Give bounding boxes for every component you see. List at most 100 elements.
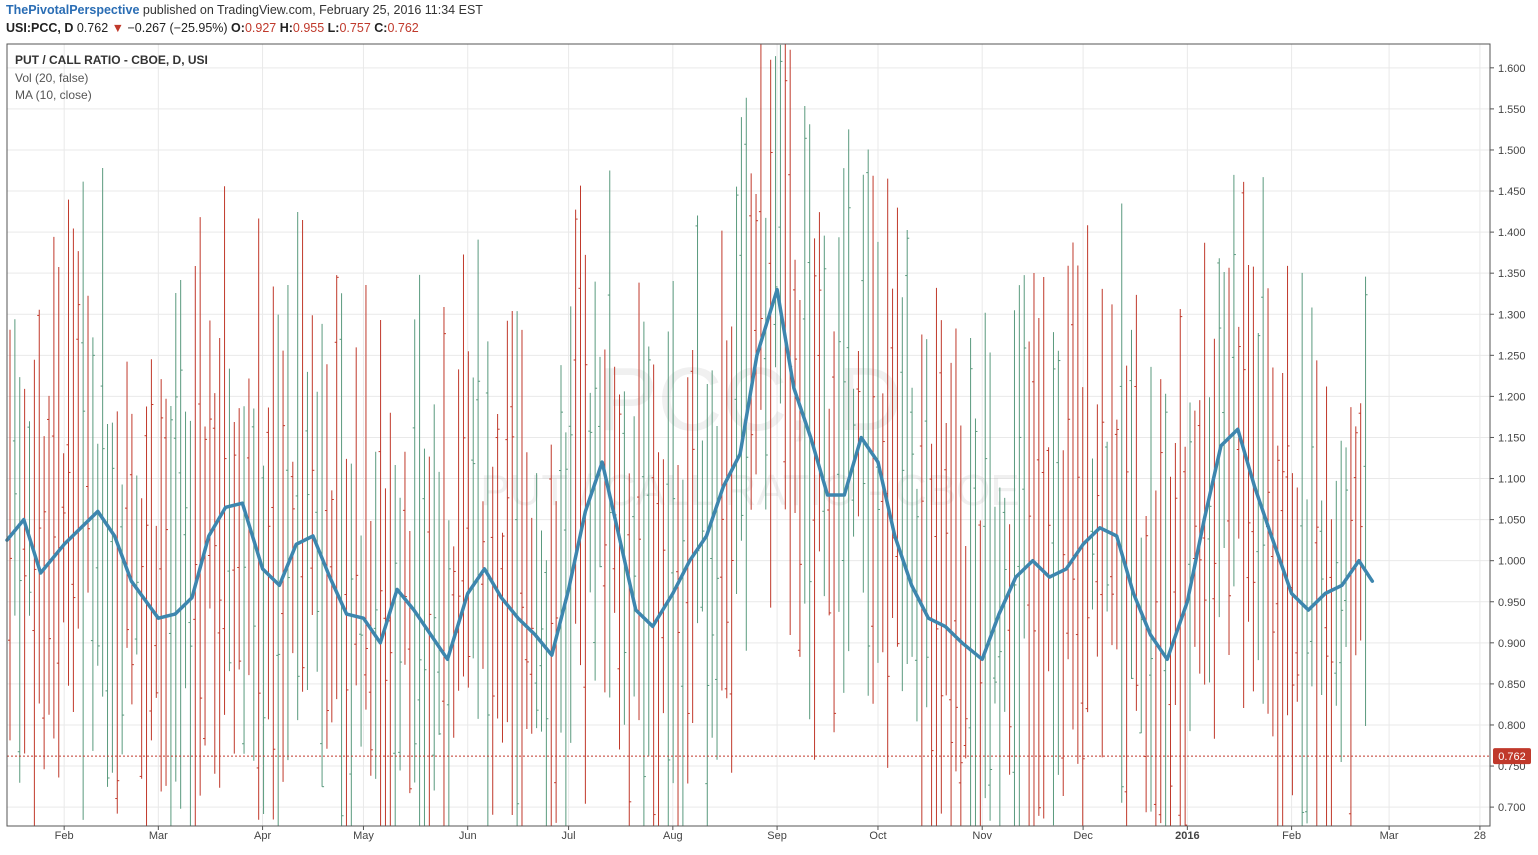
y-tick-label: 1.050	[1498, 515, 1526, 527]
ohlc-bar	[632, 416, 637, 697]
ohlc-bar	[1109, 304, 1114, 646]
ohlc-bar	[212, 393, 217, 774]
ohlc-bar	[1178, 309, 1183, 826]
ohlc-bar	[437, 471, 442, 735]
ohlc-bar	[734, 186, 739, 594]
ohlc-bar	[17, 377, 22, 783]
ohlc-bar	[598, 356, 603, 568]
ohlc-bar	[807, 124, 812, 720]
ohlc-bar	[685, 377, 690, 784]
high-label: H:	[279, 21, 293, 35]
ohlc-bar	[1192, 410, 1197, 647]
ohlc-bar	[324, 364, 329, 749]
x-tick-label: Aug	[663, 830, 683, 842]
ohlc-bar	[754, 194, 759, 475]
x-tick-label: Feb	[55, 830, 74, 842]
legend-ma[interactable]: MA (10, close)	[15, 88, 92, 102]
author-link[interactable]: ThePivotalPerspective	[6, 3, 140, 17]
ohlc-bar	[1334, 480, 1339, 706]
y-tick-label: 0.700	[1498, 802, 1526, 814]
ohlc-bar	[1290, 473, 1295, 796]
ohlc-header: USI:PCC, D 0.762 ▼ −0.267 (−25.95%) O:0.…	[6, 21, 419, 39]
ohlc-bar	[432, 404, 437, 791]
open-value: 0.927	[244, 21, 277, 35]
ohlc-bar	[139, 498, 144, 779]
last-price-tag-text: 0.762	[1498, 751, 1526, 763]
ohlc-bar	[1105, 441, 1110, 612]
ohlc-bar	[871, 175, 876, 704]
ohlc-bar	[446, 520, 451, 826]
ohlc-bar	[193, 266, 198, 826]
ohlc-bar	[1149, 366, 1154, 812]
ohlc-bar	[1217, 258, 1222, 618]
ohlc-bar	[856, 351, 861, 517]
ohlc-bar	[627, 473, 632, 826]
ohlc-bar	[300, 220, 305, 692]
change-value: −0.267 (−25.95%)	[127, 21, 228, 35]
close-value: 0.762	[387, 21, 419, 35]
ohlc-bar	[1261, 177, 1266, 704]
ohlc-bar	[583, 254, 588, 804]
ohlc-bar	[232, 422, 237, 754]
ohlc-bar	[1295, 487, 1300, 702]
ohlc-bar	[817, 212, 822, 552]
ohlc-bar	[217, 338, 222, 788]
ohlc-bar	[890, 288, 895, 619]
ohlc-bar	[568, 306, 573, 743]
ohlc-bar	[783, 44, 788, 510]
ohlc-bar	[763, 217, 768, 510]
y-tick-label: 1.400	[1498, 227, 1526, 239]
ohlc-bar	[510, 310, 515, 816]
ohlc-bar	[183, 411, 188, 689]
ohlc-bar	[602, 349, 607, 693]
ohlc-bar	[203, 426, 208, 746]
ohlc-bar	[1163, 393, 1168, 826]
ohlc-bar	[1266, 288, 1271, 714]
ohlc-bar	[398, 497, 403, 771]
ohlc-bar	[242, 406, 247, 754]
ohlc-bar	[368, 520, 373, 776]
ohlc-bar	[554, 501, 559, 823]
ohlc-bar	[178, 279, 183, 809]
y-tick-label: 1.600	[1498, 63, 1526, 75]
ohlc-bar	[978, 520, 983, 826]
ohlc-bar	[1085, 225, 1090, 713]
ohlc-bar	[1056, 350, 1061, 775]
ohlc-bar	[1324, 386, 1329, 826]
ohlc-bar	[393, 465, 398, 826]
ohlc-bar	[61, 453, 66, 623]
ohlc-bar	[715, 425, 720, 760]
y-tick-label: 1.350	[1498, 268, 1526, 280]
ohlc-bar	[924, 339, 929, 708]
ohlc-bar	[441, 307, 446, 826]
ohlc-bar	[1344, 447, 1349, 647]
ohlc-bar	[471, 377, 476, 659]
ohlc-bar	[1046, 447, 1051, 672]
publish-header: ThePivotalPerspective published on Tradi…	[6, 3, 483, 21]
ohlc-bar	[295, 212, 300, 721]
ohlc-bar	[773, 56, 778, 368]
ohlc-bar	[417, 274, 422, 826]
ohlc-bar	[66, 199, 71, 686]
legend-vol[interactable]: Vol (20, false)	[15, 71, 88, 85]
ohlc-bar	[1061, 450, 1066, 796]
down-arrow-icon: ▼	[111, 21, 124, 35]
ohlc-bar	[646, 346, 651, 757]
ohlc-bar	[558, 365, 563, 733]
ohlc-bar	[651, 364, 656, 826]
ohlc-bar	[953, 328, 958, 772]
ohlc-bar	[285, 285, 290, 761]
ohlc-bar	[1031, 272, 1036, 826]
ohlc-bar	[1285, 265, 1290, 716]
ohlc-bar	[154, 525, 159, 698]
ohlc-bar	[485, 341, 490, 826]
ohlc-bar	[105, 423, 110, 787]
ohlc-bar	[519, 329, 524, 826]
high-value: 0.955	[292, 21, 325, 35]
ohlc-bar	[1280, 373, 1285, 826]
ohlc-bar	[407, 530, 412, 794]
ohlc-bar	[895, 207, 900, 647]
ohlc-bar	[822, 235, 827, 597]
